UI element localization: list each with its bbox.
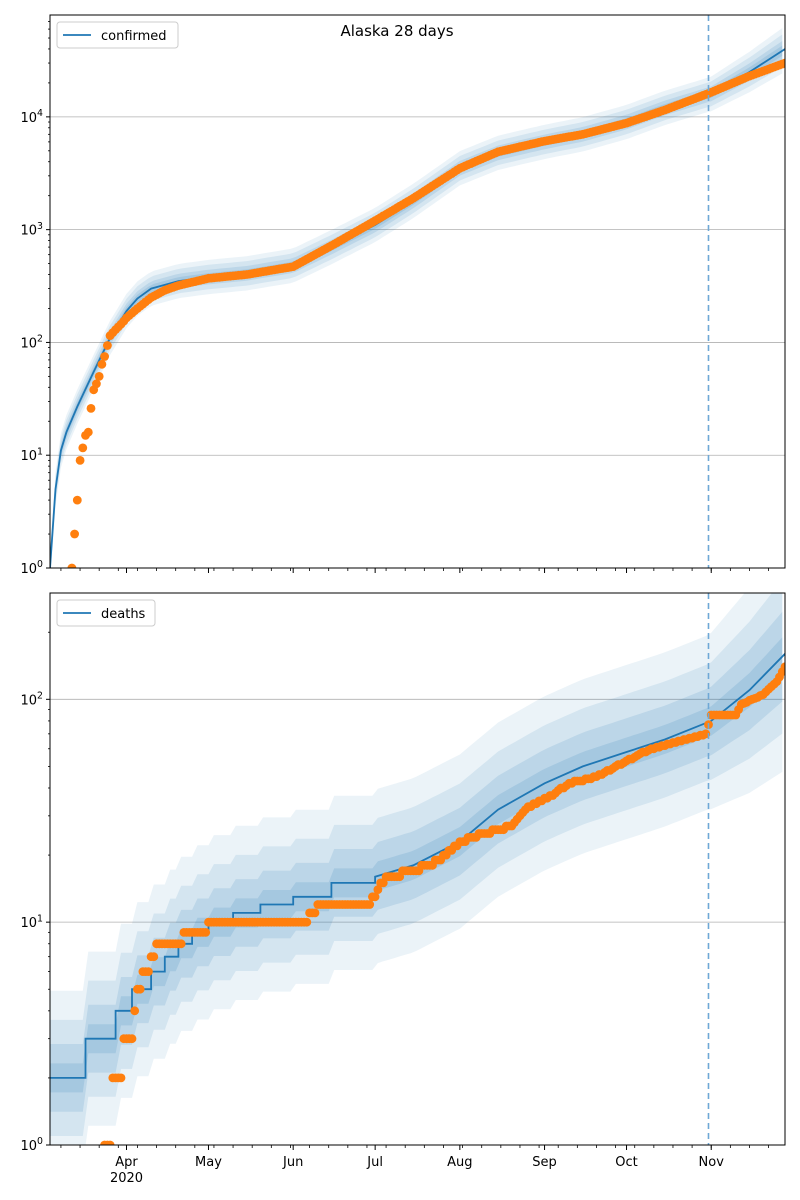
observed-point [365,900,375,909]
y-tick-label: 100 [21,1136,44,1154]
x-tick-label: Apr [115,1155,138,1170]
y-tick-label: 102 [21,334,44,352]
observed-point [130,1006,140,1016]
plot-area [50,593,785,1145]
y-tick-label: 102 [21,690,44,708]
axes-frame [49,14,786,569]
observed-point [100,352,109,361]
observed-point [67,563,77,568]
observed-point [370,892,380,902]
uncertainty-band-0 [50,28,783,568]
uncertainty-band-2 [50,611,783,1112]
observed-point [92,379,101,389]
legend-label: deaths [101,607,146,622]
y-tick-label: 101 [21,913,44,931]
observed-point [94,372,104,381]
observed-point [105,1140,115,1145]
observed-point [373,885,383,894]
uncertainty-band-1 [50,34,783,568]
observed-point [127,1034,137,1044]
x-tick-label: May [195,1155,222,1170]
legend-label: confirmed [101,29,167,44]
observed-point [70,529,79,539]
x-tick-label: Oct [615,1155,637,1170]
x-year-label: 2020 [110,1171,143,1186]
observed-point [302,917,312,927]
observed-point [75,456,85,465]
observed-point [201,928,211,937]
observed-point [135,984,145,994]
observed-point [780,662,785,672]
x-tick-label: Jul [366,1155,383,1170]
y-tick-label: 101 [21,446,44,464]
observed-point [149,952,159,962]
observed-point [86,404,96,413]
legend: deaths [56,599,156,627]
observed-point [72,495,82,505]
legend: confirmed [56,21,179,49]
y-tick-label: 100 [21,559,44,577]
y-tick-label: 104 [21,108,44,126]
model-line [50,653,785,1079]
confirmed-panel: 100 101 102 103 104 confirmed [21,14,786,577]
observed-point [176,939,186,949]
observed-point [83,427,93,437]
y-tick-label: 103 [21,221,44,239]
observed-point [103,341,112,350]
legend-box [56,21,179,49]
observed-point [116,1073,126,1083]
x-tick-label: Jun [282,1155,303,1170]
model-line [50,48,785,568]
x-tick-label: Aug [447,1155,472,1170]
uncertainty-band-3 [50,45,783,568]
legend-box [56,599,156,627]
observed-point [97,359,107,369]
observed-point [310,908,320,918]
figure-title: Alaska 28 days [340,22,453,40]
x-tick-label: Sep [532,1155,557,1170]
x-tick-label: Nov [699,1155,725,1170]
observed-point [780,58,785,68]
observed-point [144,967,153,976]
observed-point [78,443,88,453]
axes-frame [49,592,786,1146]
plot-area [50,28,785,568]
